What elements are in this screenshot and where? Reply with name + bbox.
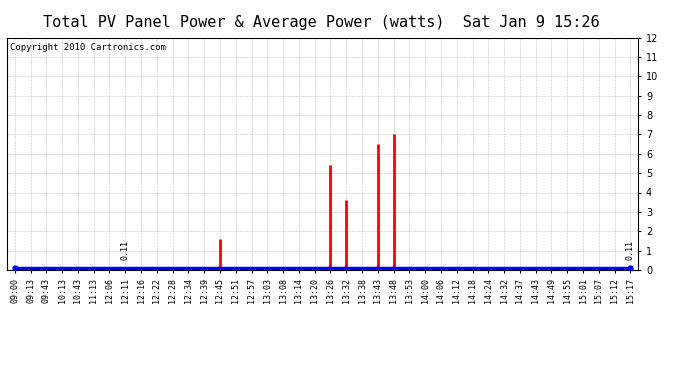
Text: Copyright 2010 Cartronics.com: Copyright 2010 Cartronics.com (10, 44, 166, 52)
Text: 0.11: 0.11 (121, 240, 130, 260)
Text: Total PV Panel Power & Average Power (watts)  Sat Jan 9 15:26: Total PV Panel Power & Average Power (wa… (43, 15, 599, 30)
Text: 0.11: 0.11 (626, 240, 635, 260)
